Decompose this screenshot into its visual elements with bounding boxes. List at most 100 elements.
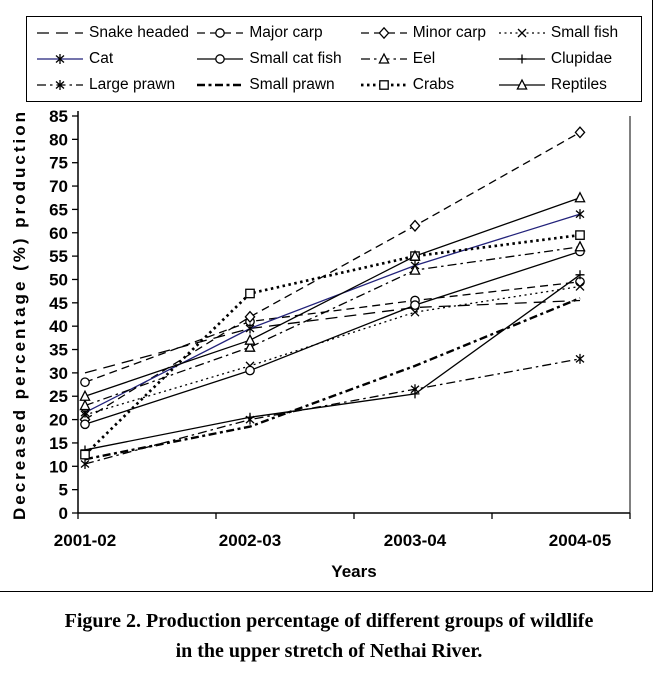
legend-item-small-cat-fish: Small cat fish bbox=[196, 50, 359, 68]
diamond-marker-icon bbox=[244, 310, 256, 324]
legend-sample-icon bbox=[498, 28, 545, 38]
y-tick-label: 40 bbox=[49, 317, 68, 336]
legend-label: Large prawn bbox=[89, 76, 176, 93]
circle-marker-icon bbox=[245, 365, 255, 376]
legend-label: Eel bbox=[412, 50, 436, 67]
asterisk-marker-icon bbox=[245, 323, 255, 334]
legend-label: Clupidae bbox=[550, 50, 613, 67]
square-marker-icon bbox=[378, 80, 389, 90]
diamond-marker-icon bbox=[409, 219, 421, 232]
triangle-marker-icon bbox=[79, 389, 91, 401]
diamond-marker-icon bbox=[574, 126, 586, 139]
plus-marker-icon bbox=[575, 270, 585, 280]
y-tick-label: 85 bbox=[49, 107, 68, 126]
x-marker-icon bbox=[517, 28, 527, 38]
x-axis-title: Years bbox=[331, 562, 376, 581]
legend-item-small-fish: Small fish bbox=[498, 24, 639, 42]
y-tick-label: 15 bbox=[49, 434, 68, 453]
legend-label: Reptiles bbox=[550, 76, 607, 93]
figure-caption-line1: Figure 2. Production percentage of diffe… bbox=[64, 610, 594, 632]
circle-marker-icon bbox=[410, 300, 420, 311]
series-line-snake-headed bbox=[84, 299, 581, 374]
legend-sample-icon bbox=[197, 54, 244, 64]
asterisk-marker-icon bbox=[575, 209, 585, 220]
legend-item-clupidae: Clupidae bbox=[498, 50, 639, 68]
line-chart: 0 5 10 15 20 25 30 35 40 45 50 55 60 65 70 75 80 85 2001-0… bbox=[10, 107, 631, 581]
y-tick-label: 50 bbox=[49, 270, 68, 289]
asterisk-marker-icon bbox=[410, 384, 420, 395]
legend-item-minor-carp: Minor carp bbox=[360, 24, 498, 42]
legend-label: Minor carp bbox=[412, 24, 486, 41]
legend-label: Small cat fish bbox=[249, 50, 342, 67]
y-tick-label: 5 bbox=[59, 481, 68, 500]
legend-item-cat: Cat bbox=[36, 50, 196, 68]
triangle-marker-icon bbox=[409, 249, 421, 261]
series-line-small-cat-fish bbox=[84, 250, 581, 425]
circle-marker-icon bbox=[215, 28, 226, 38]
y-tick-label: 60 bbox=[49, 224, 68, 243]
legend-sample-icon bbox=[37, 54, 83, 64]
legend-item-large-prawn: Large prawn bbox=[36, 76, 196, 94]
circle-marker-icon bbox=[80, 419, 90, 430]
asterisk-marker-icon bbox=[55, 80, 65, 90]
y-tick-label: 20 bbox=[49, 411, 68, 430]
legend-sample-icon bbox=[360, 80, 407, 90]
legend-item-major-carp: Major carp bbox=[196, 24, 359, 42]
legend-label: Small fish bbox=[550, 24, 619, 41]
triangle-marker-icon bbox=[574, 240, 586, 252]
legend-sample-icon bbox=[197, 28, 244, 38]
legend-sample-icon bbox=[360, 52, 407, 64]
legend-sample-icon bbox=[197, 83, 244, 87]
square-marker-icon bbox=[80, 449, 90, 460]
x-tick-label: 2004-05 bbox=[549, 531, 611, 550]
series-line-reptiles bbox=[84, 197, 581, 397]
y-tick-label: 75 bbox=[49, 154, 68, 173]
triangle-marker-icon bbox=[574, 191, 586, 203]
y-tick-label: 25 bbox=[49, 387, 68, 406]
square-marker-icon bbox=[575, 230, 585, 240]
legend-label: Snake headed bbox=[89, 24, 189, 41]
legend-item-snake-headed: Snake headed bbox=[36, 24, 196, 42]
legend-label: Crabs bbox=[412, 76, 455, 93]
legend-item-crabs: Crabs bbox=[360, 76, 498, 94]
y-axis-title: Decreased percentage (%) production bbox=[10, 109, 29, 520]
legend-sample-icon bbox=[37, 80, 83, 90]
square-marker-icon bbox=[245, 288, 255, 299]
y-tick-label: 10 bbox=[49, 457, 68, 476]
series-line-cat bbox=[84, 213, 581, 414]
figure-box: 0 5 10 15 20 25 30 35 40 45 50 55 60 65 70 75 80 85 2001-0… bbox=[0, 0, 653, 592]
asterisk-marker-icon bbox=[575, 353, 585, 364]
legend-item-reptiles: Reptiles bbox=[498, 76, 639, 94]
series-line-small-prawn bbox=[84, 297, 581, 461]
triangle-marker-icon bbox=[244, 333, 256, 345]
x-tick-label: 2001-02 bbox=[54, 531, 116, 550]
figure-caption-line2: in the upper stretch of Nethai River. bbox=[175, 640, 483, 662]
legend: Snake headed Major carp Minor carp Small fi… bbox=[26, 16, 642, 102]
x-marker-icon bbox=[410, 307, 420, 317]
y-tick-label: 55 bbox=[49, 247, 68, 266]
asterisk-marker-icon bbox=[55, 54, 65, 64]
asterisk-marker-icon bbox=[245, 414, 255, 425]
legend-label: Major carp bbox=[249, 24, 323, 41]
circle-marker-icon bbox=[215, 54, 226, 64]
y-tick-label: 80 bbox=[49, 130, 68, 149]
asterisk-marker-icon bbox=[80, 458, 90, 469]
legend-label: Small prawn bbox=[249, 76, 335, 93]
legend-label: Cat bbox=[89, 50, 114, 67]
triangle-marker-icon bbox=[516, 78, 528, 90]
series-line-clupidae bbox=[84, 274, 581, 451]
y-tick-label: 0 bbox=[59, 504, 68, 523]
legend-item-small-prawn: Small prawn bbox=[196, 76, 359, 94]
legend-sample-icon bbox=[498, 78, 545, 90]
x-marker-icon bbox=[575, 282, 585, 291]
circle-marker-icon bbox=[80, 377, 90, 388]
y-tick-label: 65 bbox=[49, 200, 68, 219]
legend-sample-icon bbox=[37, 32, 83, 34]
y-tick-label: 35 bbox=[49, 341, 68, 360]
legend-sample-icon bbox=[498, 54, 545, 64]
x-tick-label: 2002-03 bbox=[219, 531, 281, 550]
triangle-marker-icon bbox=[409, 263, 421, 275]
triangle-marker-icon bbox=[79, 399, 91, 411]
plus-marker-icon bbox=[517, 54, 527, 64]
triangle-marker-icon bbox=[244, 340, 256, 352]
